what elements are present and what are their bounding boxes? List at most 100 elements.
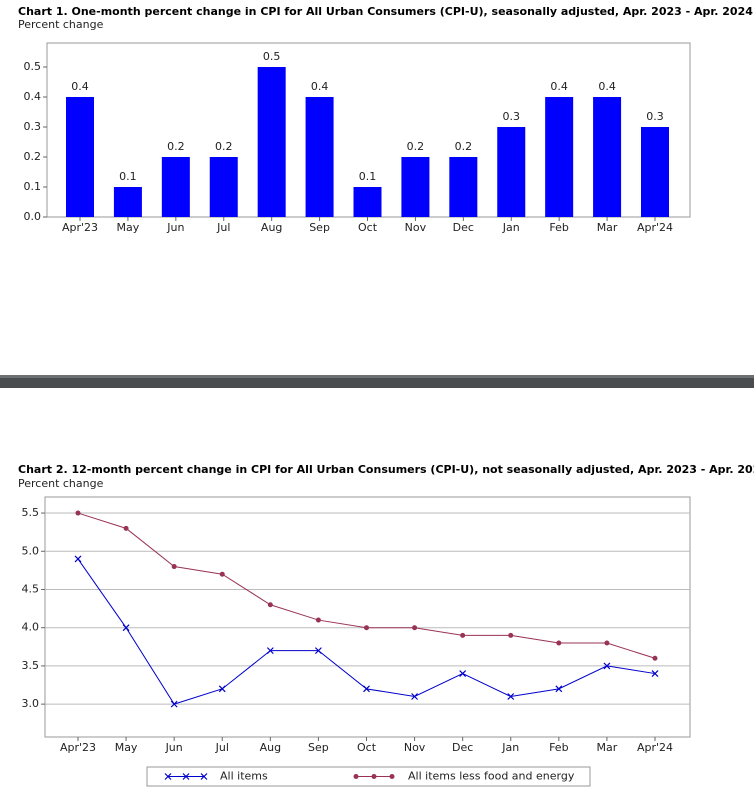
y-tick-label: 4.5	[22, 582, 40, 595]
point-marker	[508, 632, 514, 638]
legend-marker	[182, 773, 190, 780]
x-tick-label: Dec	[453, 221, 474, 234]
bar	[113, 187, 142, 217]
data-label: 0.3	[503, 110, 521, 123]
legend-marker	[371, 774, 377, 779]
data-label: 0.4	[71, 80, 89, 93]
x-tick-label: May	[117, 221, 140, 234]
y-tick-label: 3.0	[22, 697, 40, 710]
point-marker	[75, 510, 81, 516]
point-marker	[315, 617, 321, 623]
legend-marker	[353, 774, 359, 779]
x-tick-label: Aug	[260, 741, 281, 754]
point-marker	[412, 625, 418, 631]
x-tick-label: Apr'24	[637, 221, 673, 234]
point-marker	[123, 525, 129, 531]
legend-label: All items	[220, 770, 268, 783]
point-marker	[651, 670, 659, 677]
bar	[257, 67, 286, 217]
point-marker	[556, 640, 562, 646]
bar	[641, 127, 669, 217]
point-marker	[363, 685, 370, 693]
y-axis-label: Percent change	[18, 18, 104, 31]
point-marker	[603, 662, 611, 670]
point-marker	[604, 640, 610, 646]
plot-area	[44, 496, 691, 738]
point-marker	[171, 564, 177, 570]
x-tick-label: Jul	[215, 741, 229, 754]
data-label: 0.5	[263, 50, 281, 63]
data-label: 0.4	[550, 80, 568, 93]
point-marker	[314, 647, 322, 655]
y-tick-label: 0.3	[24, 120, 42, 133]
data-label: 0.2	[407, 140, 425, 153]
point-marker	[652, 655, 658, 661]
data-label: 0.3	[646, 110, 664, 123]
data-label: 0.4	[311, 80, 329, 93]
x-tick-label: Jul	[216, 221, 230, 234]
y-tick-label: 4.0	[22, 621, 40, 634]
point-marker	[411, 693, 419, 700]
bar	[353, 187, 382, 217]
y-tick-label: 0.4	[24, 90, 42, 103]
point-marker	[74, 555, 82, 563]
x-tick-label: Mar	[597, 221, 618, 234]
bar	[161, 157, 190, 217]
x-tick-label: Aug	[261, 221, 282, 234]
x-tick-label: Jan	[501, 741, 519, 754]
y-tick-label: 5.5	[22, 506, 40, 519]
data-label: 0.2	[167, 140, 185, 153]
x-tick-label: Oct	[357, 741, 377, 754]
x-tick-label: May	[115, 741, 138, 754]
bar	[497, 127, 526, 217]
point-marker	[218, 685, 226, 693]
x-tick-label: Jun	[165, 741, 183, 754]
divider-highlight	[0, 375, 754, 378]
x-tick-label: Feb	[549, 221, 568, 234]
divider	[0, 375, 754, 388]
bar	[209, 157, 238, 217]
point-marker	[507, 693, 515, 700]
point-marker	[267, 602, 273, 608]
bar	[545, 97, 574, 217]
x-tick-label: Apr'24	[637, 741, 673, 754]
x-tick-label: Jan	[502, 221, 520, 234]
data-label: 0.2	[455, 140, 473, 153]
y-tick-label: 0.5	[24, 60, 42, 73]
bar	[401, 157, 430, 217]
x-tick-label: Apr'23	[60, 741, 96, 754]
bar	[593, 97, 622, 217]
x-tick-label: Oct	[358, 221, 378, 234]
point-marker	[170, 700, 178, 708]
point-marker	[266, 647, 274, 655]
data-label: 0.2	[215, 140, 233, 153]
point-marker	[555, 685, 563, 693]
y-tick-label: 3.5	[22, 659, 40, 672]
x-tick-label: Sep	[308, 741, 329, 754]
point-marker	[459, 670, 467, 677]
legend-marker	[164, 773, 172, 780]
point-marker	[219, 571, 225, 577]
bar	[66, 97, 94, 217]
y-tick-label: 0.1	[24, 180, 42, 193]
x-tick-label: Feb	[549, 741, 568, 754]
y-tick-label: 5.0	[22, 544, 40, 557]
y-tick-label: 0.0	[24, 210, 42, 223]
legend-label: All items less food and energy	[408, 770, 575, 783]
data-label: 0.4	[598, 80, 616, 93]
legend-marker	[200, 773, 208, 780]
data-label: 0.1	[119, 170, 137, 183]
data-label: 0.1	[359, 170, 377, 183]
chart-title: Chart 1. One-month percent change in CPI…	[18, 5, 753, 18]
bar	[449, 157, 478, 217]
point-marker	[460, 632, 466, 638]
x-tick-label: Sep	[309, 221, 330, 234]
point-marker	[122, 624, 130, 632]
x-tick-label: Jun	[166, 221, 184, 234]
point-marker	[364, 625, 369, 631]
x-tick-label: Dec	[452, 741, 473, 754]
x-tick-label: Nov	[404, 741, 426, 754]
y-axis-label: Percent change	[18, 477, 104, 490]
x-tick-label: Nov	[405, 221, 427, 234]
